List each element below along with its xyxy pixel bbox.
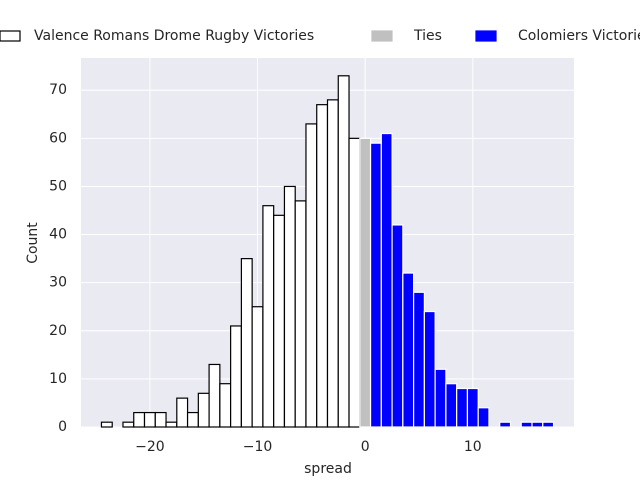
bar bbox=[197, 392, 210, 428]
bar bbox=[176, 397, 189, 428]
bar bbox=[337, 75, 350, 428]
legend-label: Ties bbox=[413, 28, 442, 44]
y-tick-label: 70 bbox=[49, 82, 67, 98]
y-tick-label: 0 bbox=[58, 419, 67, 435]
legend-swatch bbox=[0, 30, 21, 42]
x-tick-label: −20 bbox=[135, 439, 165, 455]
legend-label: Colomiers Victories bbox=[518, 28, 640, 44]
bar bbox=[369, 142, 382, 428]
bar bbox=[348, 137, 361, 428]
bar bbox=[380, 132, 393, 428]
y-tick-label: 50 bbox=[49, 178, 67, 194]
bar bbox=[186, 411, 199, 428]
bar bbox=[305, 123, 318, 428]
y-tick-label: 40 bbox=[49, 227, 67, 243]
bar bbox=[423, 310, 436, 428]
bar bbox=[542, 421, 555, 428]
bar bbox=[262, 205, 275, 428]
legend-swatch bbox=[371, 30, 393, 42]
bar bbox=[520, 421, 533, 428]
y-tick-label: 60 bbox=[49, 130, 67, 146]
bar bbox=[251, 306, 264, 428]
y-tick-label: 20 bbox=[49, 323, 67, 339]
bar bbox=[273, 214, 286, 428]
bar bbox=[499, 421, 512, 428]
bar bbox=[466, 387, 479, 428]
bar bbox=[326, 99, 339, 428]
bar bbox=[240, 258, 253, 428]
bar bbox=[133, 411, 146, 428]
bar bbox=[143, 411, 156, 428]
bar bbox=[230, 325, 242, 428]
bar bbox=[208, 363, 221, 428]
bar bbox=[165, 421, 178, 428]
bar bbox=[445, 383, 458, 428]
bar bbox=[154, 411, 167, 428]
bar bbox=[283, 185, 296, 428]
x-tick-label: 10 bbox=[464, 439, 482, 455]
bar bbox=[477, 407, 490, 428]
x-axis-label: spread bbox=[304, 461, 352, 477]
bar bbox=[359, 137, 372, 428]
legend-swatch bbox=[475, 30, 497, 42]
bar bbox=[316, 104, 329, 428]
bar bbox=[391, 224, 404, 428]
x-tick-label: 0 bbox=[361, 439, 370, 455]
bar bbox=[219, 383, 232, 428]
bar bbox=[294, 200, 307, 428]
bar bbox=[122, 421, 135, 428]
legend-label: Valence Romans Drome Rugby Victories bbox=[34, 28, 314, 44]
bar bbox=[456, 387, 469, 428]
y-tick-label: 30 bbox=[49, 275, 67, 291]
y-tick-label: 10 bbox=[49, 371, 67, 387]
bar bbox=[531, 421, 544, 428]
bar bbox=[100, 421, 113, 428]
x-tick-label: −10 bbox=[243, 439, 273, 455]
bar bbox=[413, 291, 425, 428]
y-axis-label: Count bbox=[25, 222, 41, 264]
bar bbox=[434, 368, 447, 428]
bar bbox=[402, 272, 415, 428]
